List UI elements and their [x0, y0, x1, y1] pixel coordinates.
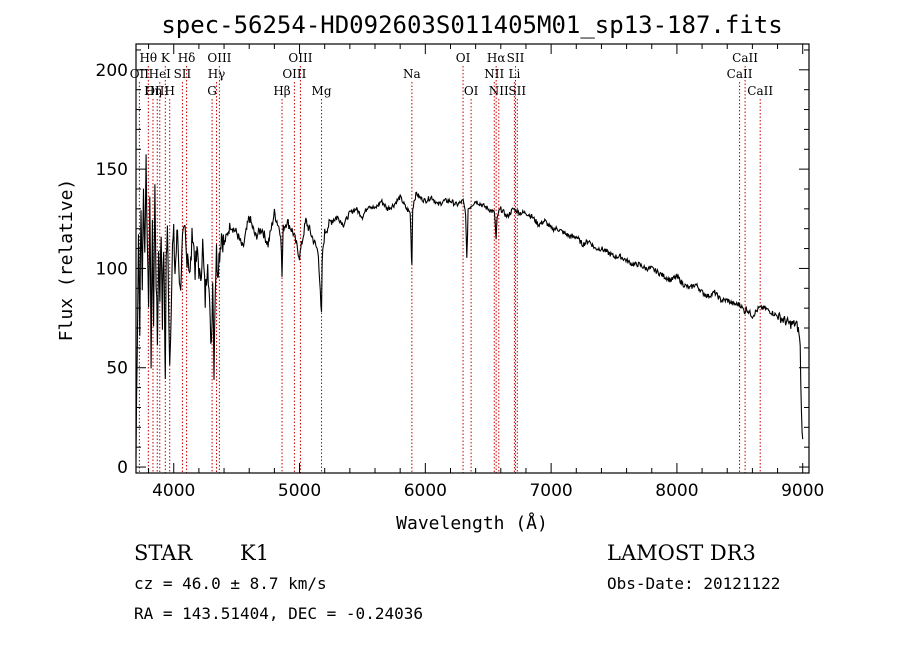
obs-date: Obs-Date: 20121122	[607, 574, 780, 593]
line-label: Li	[508, 67, 520, 81]
line-label: H	[164, 84, 174, 98]
line-label: SII	[508, 84, 526, 98]
spectrum-line	[135, 154, 804, 458]
line-label: Hθ	[139, 51, 157, 65]
object-type: STAR	[134, 541, 193, 565]
y-axis-ticks: 0 50 100 150 200	[96, 49, 809, 478]
line-label: OIII	[282, 67, 306, 81]
line-label: Na	[403, 67, 421, 81]
chart-title: spec-56254-HD092603S011405M01_sp13-187.f…	[161, 11, 782, 39]
x-tick-label: 9000	[781, 481, 824, 501]
line-label: OI	[464, 84, 479, 98]
y-tick-label: 100	[96, 259, 128, 279]
line-label: HeI	[149, 67, 172, 81]
redshift-velocity: cz = 46.0 ± 8.7 km/s	[134, 574, 327, 593]
line-label: OIII	[207, 51, 231, 65]
line-label: CaII	[727, 67, 753, 81]
y-tick-label: 200	[96, 61, 128, 81]
line-label: G	[207, 84, 217, 98]
x-tick-label: 8000	[655, 481, 698, 501]
line-label: Hδ	[178, 51, 196, 65]
line-label: OIII	[145, 84, 169, 98]
x-axis-label: Wavelength (Å)	[396, 512, 548, 534]
line-label: Hγ	[208, 67, 226, 81]
x-tick-label: 5000	[278, 481, 321, 501]
line-label: Mg	[312, 84, 332, 98]
x-axis-ticks: 4000 5000 6000 7000 8000 9000	[148, 44, 824, 501]
subclass: K1	[240, 541, 269, 565]
x-tick-label: 4000	[152, 481, 195, 501]
line-label: SII	[507, 51, 525, 65]
line-label: OI	[456, 51, 471, 65]
line-label: NII	[484, 67, 504, 81]
y-tick-label: 150	[96, 160, 128, 180]
line-label: OIII	[288, 51, 312, 65]
survey-name: LAMOST DR3	[607, 541, 756, 565]
line-label: K	[161, 51, 171, 65]
line-label: CaII	[732, 51, 758, 65]
line-label: SII	[174, 67, 192, 81]
line-label: OII	[130, 67, 150, 81]
y-tick-label: 0	[117, 458, 128, 478]
line-label: Hα	[487, 51, 506, 65]
line-label: CaII	[747, 84, 773, 98]
line-label: NII	[489, 84, 509, 98]
line-label: Hβ	[273, 84, 290, 98]
x-tick-label: 6000	[404, 481, 447, 501]
y-tick-label: 50	[106, 359, 128, 379]
line-label: Hη	[144, 84, 162, 98]
x-tick-label: 7000	[529, 481, 572, 501]
plot-frame	[135, 43, 810, 474]
coordinates: RA = 143.51404, DEC = -0.24036	[134, 604, 423, 623]
y-axis-label: Flux (relative)	[56, 179, 77, 342]
